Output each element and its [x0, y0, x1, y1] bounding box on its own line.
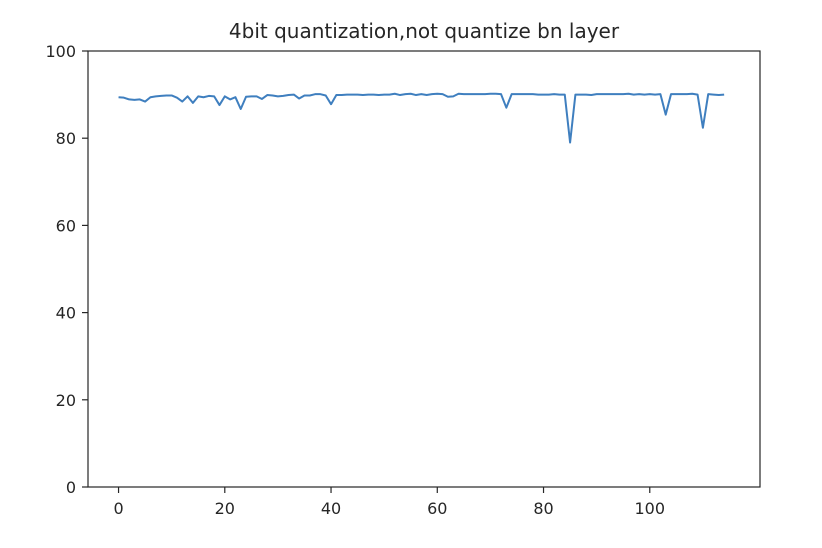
- y-tick-label: 80: [56, 129, 76, 148]
- x-tick-label: 80: [533, 499, 553, 518]
- plot-frame: [87, 50, 761, 488]
- series-line: [118, 92, 725, 144]
- x-tick-label: 0: [113, 499, 123, 518]
- x-tick-label: 100: [634, 499, 665, 518]
- y-tick-label: 20: [56, 391, 76, 410]
- chart-title: 4bit quantization,not quantize bn layer: [229, 19, 620, 43]
- x-tick-label: 20: [215, 499, 235, 518]
- plot-area: [118, 92, 725, 144]
- y-tick-label: 40: [56, 304, 76, 323]
- x-tick-label: 40: [321, 499, 341, 518]
- y-tick-label: 100: [45, 42, 76, 61]
- y-axis: 0 20 40 60 80 100: [45, 42, 88, 497]
- y-tick-label: 0: [66, 478, 76, 497]
- y-tick-label: 60: [56, 216, 76, 235]
- x-axis: 0 20 40 60 80 100: [113, 487, 665, 518]
- x-tick-label: 60: [427, 499, 447, 518]
